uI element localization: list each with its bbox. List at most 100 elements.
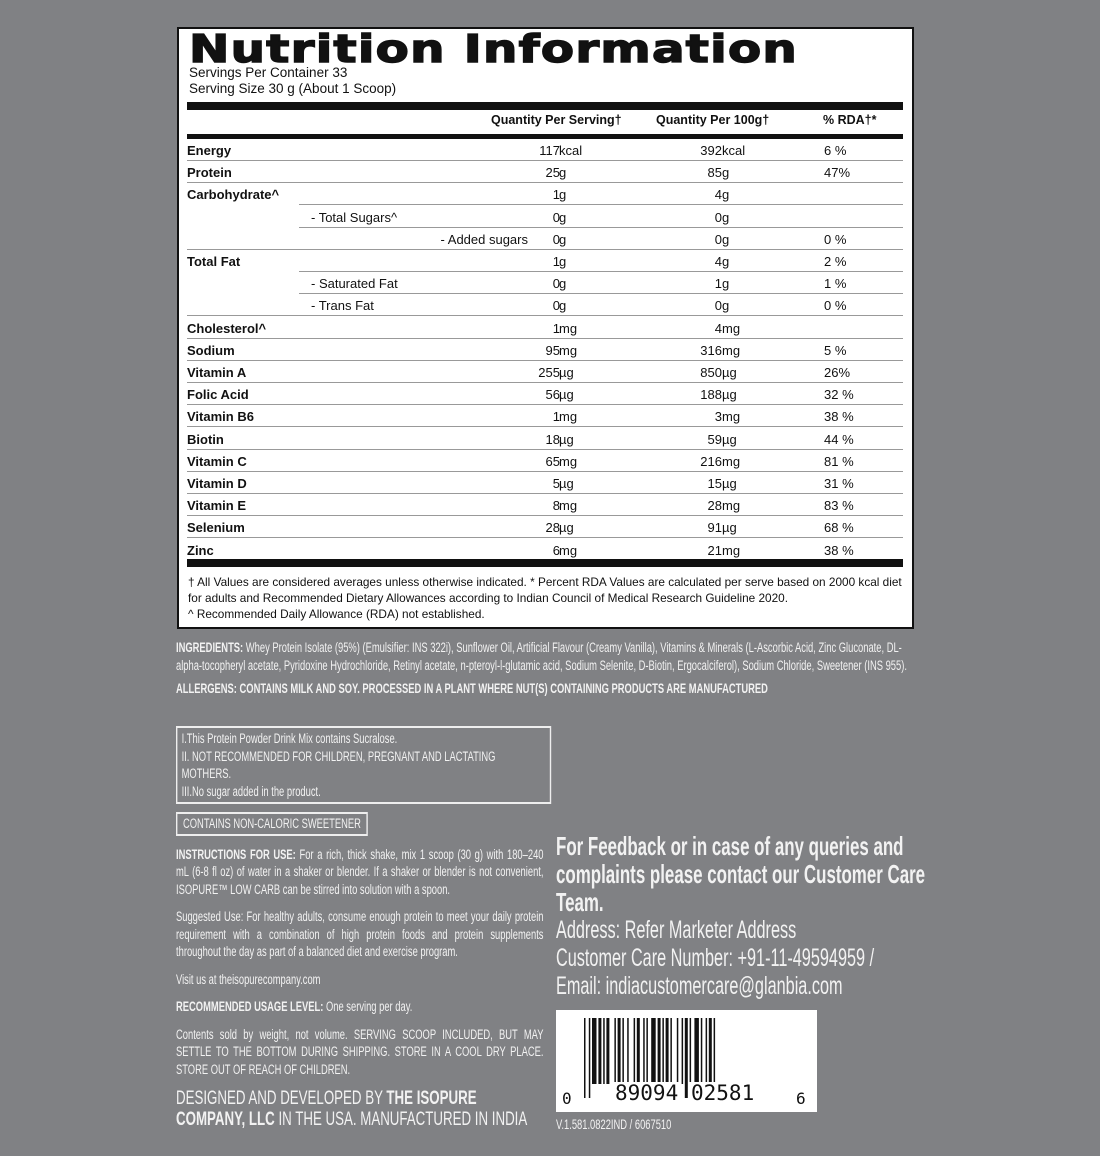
rda-value: 38 % <box>824 542 854 558</box>
row-label: Energy <box>187 143 232 158</box>
designed-by: DESIGNED AND DEVELOPED BY THE ISOPURE CO… <box>176 1088 528 1130</box>
left-column: I.This Protein Powder Drink Mix contains… <box>176 726 552 1130</box>
servings-per-container: Servings Per Container 33 <box>189 65 348 80</box>
row-divider <box>299 271 903 272</box>
table-row: Carbohydrate^ 1 g 4 g <box>187 183 903 206</box>
row-divider <box>187 248 903 250</box>
row-label: Zinc <box>187 542 214 558</box>
per-serving-unit: µg <box>559 520 574 536</box>
per-100g-unit: µg <box>722 365 737 380</box>
contact-section: For Feedback or in case of any queries a… <box>556 832 972 1000</box>
row-divider <box>187 337 903 339</box>
table-row: Sodium 95 mg 316 mg 5 % <box>187 339 903 361</box>
per-100g-value: 216 <box>700 453 722 469</box>
table-row: - Trans Fat 0 g 0 g 0 % <box>187 294 903 317</box>
footnote-rda: ^ Recommended Daily Allowance (RDA) not … <box>188 607 485 621</box>
row-label: Vitamin E <box>187 498 247 514</box>
row-label: Vitamin D <box>187 476 247 491</box>
barcode-bar <box>713 1018 716 1084</box>
barcode-digits: 02581 <box>689 1081 757 1105</box>
barcode-bar <box>614 1018 616 1084</box>
website-link[interactable]: Visit us at theisopurecompany.com <box>176 971 321 987</box>
per-serving-unit: µg <box>559 431 574 447</box>
row-divider <box>187 315 903 317</box>
row-divider <box>187 515 903 517</box>
row-label: Vitamin A <box>187 365 247 380</box>
per-serving-unit: mg <box>559 320 578 336</box>
col-per-100g: Quantity Per 100g† <box>656 113 770 127</box>
barcode-bar <box>588 1018 591 1098</box>
table-row: Energy 117 kcal 392 kcal 6 % <box>187 139 903 161</box>
ingredients: INGREDIENTS: Whey Protein Isolate (95%) … <box>176 640 907 673</box>
per-100g-unit: g <box>722 254 730 269</box>
per-100g-value: 21 <box>707 542 722 558</box>
ingredients-section: INGREDIENTS: Whey Protein Isolate (95%) … <box>176 639 918 698</box>
per-100g-unit: mg <box>722 498 741 514</box>
row-divider <box>187 382 903 383</box>
barcode-digit: 6 <box>796 1089 806 1108</box>
per-serving-value: 0 <box>552 231 560 247</box>
contact-email[interactable]: Email: indiacustomercare@glanbia.com <box>556 972 843 1000</box>
barcode-bar <box>622 1018 624 1084</box>
per-100g-unit: µg <box>722 387 737 403</box>
per-100g-unit: µg <box>722 431 737 447</box>
per-serving-unit: g <box>559 231 567 247</box>
per-100g-value: 85 <box>707 165 722 181</box>
table-row: Vitamin B6 1 mg 3 mg 38 % <box>187 405 903 428</box>
per-100g-unit: µg <box>722 476 737 491</box>
col-rda: % RDA†* <box>823 113 877 127</box>
per-serving-value: 0 <box>552 276 560 292</box>
per-serving-unit: g <box>559 298 567 314</box>
rda-value: 26% <box>824 365 851 380</box>
table-row: Zinc 6 mg 21 mg 38 % <box>187 539 903 561</box>
table-row: - Added sugars 0 g 0 g 0 % <box>187 228 903 250</box>
per-serving-unit: µg <box>559 365 574 380</box>
per-100g-value: 15 <box>707 476 722 491</box>
contact-phone: Customer Care Number: +91-11-49594959 / <box>556 944 875 972</box>
per-100g-unit: mg <box>722 542 741 558</box>
per-100g-value: 392 <box>700 143 722 158</box>
table-row: Protein 25 g 85 g 47% <box>187 161 903 184</box>
notice: II. NOT RECOMMENDED FOR CHILDREN, PREGNA… <box>181 748 496 782</box>
barcode-bar <box>681 1018 684 1084</box>
row-label: Selenium <box>187 520 245 536</box>
per-serving-value: 1 <box>552 187 560 203</box>
per-100g-unit: g <box>722 298 730 314</box>
barcode-bar <box>665 1018 669 1084</box>
contact-heading: For Feedback or in case of any queries a… <box>556 831 926 917</box>
rda-value: 83 % <box>824 498 854 514</box>
barcode-bar <box>636 1018 640 1084</box>
per-serving-unit: g <box>559 187 567 203</box>
per-serving-value: 117 <box>539 143 560 158</box>
per-100g-unit: g <box>722 209 730 225</box>
per-100g-unit: g <box>722 276 730 292</box>
divider <box>187 559 903 567</box>
notice: III.No sugar added in the product. <box>181 783 321 799</box>
per-serving-value: 0 <box>552 298 560 314</box>
per-serving-value: 95 <box>545 342 560 358</box>
per-serving-value: 1 <box>552 409 560 425</box>
per-100g-value: 0 <box>714 209 722 225</box>
per-serving-value: 8 <box>552 498 560 514</box>
row-label: - Added sugars <box>440 231 528 247</box>
row-label: - Trans Fat <box>311 298 374 314</box>
barcode-bar <box>657 1018 661 1084</box>
per-100g-value: 59 <box>707 431 722 447</box>
barcode-bars <box>584 1018 716 1098</box>
rda-value: 0 % <box>824 298 847 314</box>
per-serving-unit: g <box>559 254 567 269</box>
barcode-bar <box>633 1018 636 1084</box>
barcode-digit: 0 <box>562 1089 572 1108</box>
row-divider <box>187 493 903 494</box>
row-divider <box>187 160 903 161</box>
per-100g-unit: mg <box>722 342 741 358</box>
barcode-bar <box>606 1018 610 1084</box>
rda-value: 1 % <box>824 276 847 292</box>
row-label: Biotin <box>187 431 224 447</box>
row-label: Cholesterol^ <box>187 320 267 336</box>
per-100g-value: 0 <box>714 231 722 247</box>
notice: I.This Protein Powder Drink Mix contains… <box>181 731 398 746</box>
barcode-bar <box>598 1018 602 1084</box>
sweetener-badge: CONTAINS NON-CALORIC SWEETENER <box>176 812 368 836</box>
row-label: Total Fat <box>187 254 241 269</box>
